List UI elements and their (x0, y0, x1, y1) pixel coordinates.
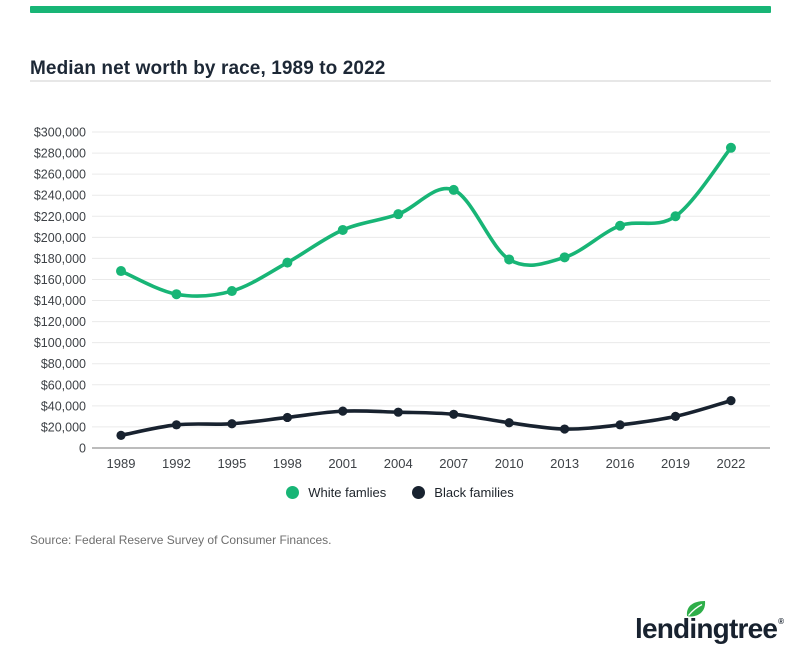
data-point (116, 430, 126, 440)
data-point (116, 266, 126, 277)
x-axis-labels: 1989 1992 1995 1998 2001 2004 2007 2010 2013 2016… (107, 456, 746, 471)
y-tick-label: $140,000 (34, 294, 86, 308)
x-tick-label: 1992 (162, 456, 191, 471)
data-point (337, 224, 348, 235)
y-tick-label: $220,000 (34, 210, 86, 224)
series-white-families (116, 142, 736, 300)
gridlines (92, 131, 770, 449)
legend-item-white-families: White famlies (286, 485, 386, 500)
y-tick-label: $280,000 (34, 147, 86, 161)
x-tick-label: 2016 (606, 456, 635, 471)
chart-canvas: 0 $20,000 $40,000 $60,000 $80,000 $100,000 $12… (34, 126, 770, 471)
source-text: Source: Federal Reserve Survey of Consum… (30, 533, 332, 547)
legend-label-white-families: White famlies (308, 485, 387, 500)
data-point (726, 396, 736, 406)
x-tick-label: 1998 (273, 456, 302, 471)
data-point (504, 254, 515, 265)
data-point (449, 409, 459, 419)
x-tick-label: 1995 (217, 456, 246, 471)
data-point (393, 407, 403, 417)
data-point (615, 220, 626, 231)
y-tick-label: $120,000 (34, 315, 86, 329)
chart-legend: White famlies Black families (0, 485, 800, 500)
x-tick-label: 2022 (716, 456, 745, 471)
y-axis-labels: 0 $20,000 $40,000 $60,000 $80,000 $100,000 $12… (34, 126, 86, 456)
data-point (670, 211, 681, 222)
data-point (615, 420, 625, 430)
line-chart: 0 $20,000 $40,000 $60,000 $80,000 $100,000 $12… (0, 100, 800, 485)
logo-registered-mark: ® (778, 617, 785, 626)
data-point (559, 252, 570, 263)
y-tick-label: $80,000 (41, 357, 86, 371)
lendingtree-logo: lendingtree® (635, 601, 785, 650)
y-tick-label: $300,000 (34, 126, 86, 140)
y-tick-label: $20,000 (41, 420, 86, 434)
data-point (227, 419, 237, 429)
y-tick-label: $60,000 (41, 378, 86, 392)
x-tick-label: 2010 (495, 456, 524, 471)
y-tick-label: 0 (79, 442, 86, 456)
y-tick-label: $100,000 (34, 336, 86, 350)
data-point (171, 289, 182, 300)
accent-bar (30, 6, 771, 13)
legend-item-black-families: Black families (412, 485, 514, 500)
x-tick-label: 2019 (661, 456, 690, 471)
data-point (448, 184, 459, 195)
data-point (282, 412, 292, 423)
title-divider (30, 80, 771, 82)
data-point (226, 286, 237, 297)
y-tick-label: $200,000 (34, 231, 86, 245)
x-tick-label: 2013 (550, 456, 579, 471)
series-black-families (116, 396, 736, 440)
data-point (282, 257, 293, 268)
data-point (338, 406, 348, 416)
x-tick-label: 1989 (107, 456, 136, 471)
page-title: Median net worth by race, 1989 to 2022 (30, 57, 386, 79)
data-point (725, 142, 736, 153)
x-tick-label: 2007 (439, 456, 468, 471)
legend-dot-white-families (286, 486, 300, 499)
legend-dot-black-families (412, 486, 426, 499)
y-tick-label: $40,000 (41, 399, 86, 413)
x-tick-label: 2004 (384, 456, 413, 471)
x-tick-label: 2001 (328, 456, 357, 471)
data-point (393, 209, 404, 220)
data-point (560, 424, 570, 434)
y-tick-label: $180,000 (34, 252, 86, 266)
y-tick-label: $260,000 (34, 168, 86, 182)
data-point (670, 411, 681, 421)
data-point (171, 420, 182, 430)
data-point (504, 418, 514, 428)
logo-text: lendingtree (635, 613, 778, 644)
leaf-icon (686, 601, 706, 617)
legend-label-black-families: Black families (434, 485, 514, 500)
y-tick-label: $240,000 (34, 189, 86, 203)
y-tick-label: $160,000 (34, 273, 86, 287)
